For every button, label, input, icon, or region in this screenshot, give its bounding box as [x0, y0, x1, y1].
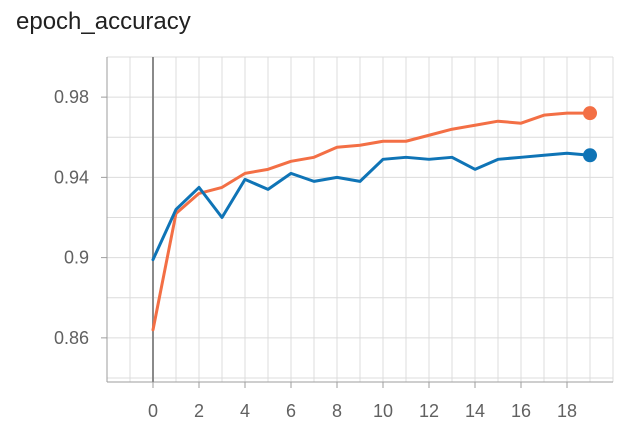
series-group	[151, 106, 597, 332]
y-tick-label: 0.98	[54, 87, 89, 107]
x-tick-label: 2	[194, 401, 204, 421]
y-tick-label: 0.9	[64, 248, 89, 268]
x-tick-label: 8	[332, 401, 342, 421]
x-tick-label: 10	[373, 401, 393, 421]
x-tick-label: 6	[286, 401, 296, 421]
x-tick-label: 16	[511, 401, 531, 421]
series-line-1	[151, 151, 592, 262]
tick-labels: 0.86 0.9 0.94 0.98 0 2 4 6 8 10 12 14 16 18	[54, 87, 577, 421]
chart-title: epoch_accuracy	[16, 8, 191, 35]
y-tick-label: 0.86	[54, 328, 89, 348]
series-end-point-1	[583, 148, 597, 163]
x-tick-label: 18	[557, 401, 577, 421]
grid-lines	[106, 56, 614, 382]
y-tick-label: 0.94	[54, 167, 89, 187]
series-line-0	[151, 111, 592, 332]
series-end-point-0	[583, 106, 597, 121]
x-tick-label: 14	[465, 401, 485, 421]
x-tick-label: 0	[148, 401, 158, 421]
x-tick-label: 12	[419, 401, 439, 421]
x-tick-label: 4	[240, 401, 250, 421]
